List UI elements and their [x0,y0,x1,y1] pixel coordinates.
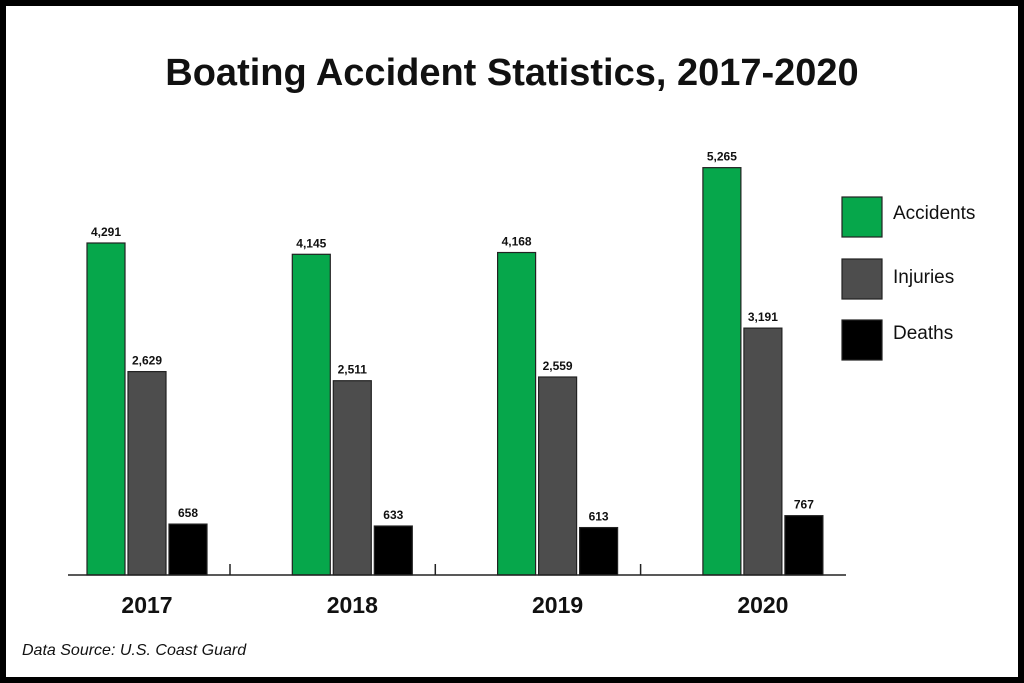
data-label-accidents-2019: 4,168 [502,235,532,249]
legend-label-injuries: Injuries [893,267,955,288]
data-label-accidents-2020: 5,265 [707,150,737,164]
legend-swatch-deaths [841,319,883,361]
data-label-injuries-2017: 2,629 [132,354,162,368]
bar-injuries-2017 [127,370,167,576]
bar-deaths-2020 [784,515,824,576]
legend-label-accidents: Accidents [893,203,976,224]
x-tick-label-2019: 2019 [532,592,583,618]
legend-swatch-injuries [841,258,883,300]
legend-swatch-accidents [841,196,883,238]
data-label-deaths-2019: 613 [589,510,609,524]
bar-deaths-2018 [373,525,413,576]
x-tick-label-2017: 2017 [121,592,172,618]
x-tick-label-2020: 2020 [737,592,788,618]
legend-label-deaths: Deaths [893,323,954,344]
bar-accidents-2017 [86,242,126,576]
bar-injuries-2020 [743,327,783,576]
chart-title: Boating Accident Statistics, 2017-2020 [165,52,859,94]
bar-injuries-2018 [332,380,372,576]
bar-accidents-2020 [702,167,742,576]
data-label-deaths-2018: 633 [383,508,403,522]
data-source-note: Data Source: U.S. Coast Guard [22,642,247,659]
data-label-deaths-2017: 658 [178,506,198,520]
bar-accidents-2018 [291,253,331,576]
x-tick-label-2018: 2018 [327,592,378,618]
bar-accidents-2019 [497,251,537,576]
data-label-injuries-2020: 3,191 [748,310,778,324]
bar-deaths-2019 [578,526,619,576]
data-label-deaths-2020: 767 [794,498,814,512]
data-label-accidents-2018: 4,145 [296,236,326,250]
data-label-accidents-2017: 4,291 [91,225,121,239]
bar-deaths-2017 [168,523,208,576]
bar-injuries-2019 [537,376,578,576]
data-label-injuries-2018: 2,511 [338,363,368,377]
data-label-injuries-2019: 2,559 [543,359,573,373]
